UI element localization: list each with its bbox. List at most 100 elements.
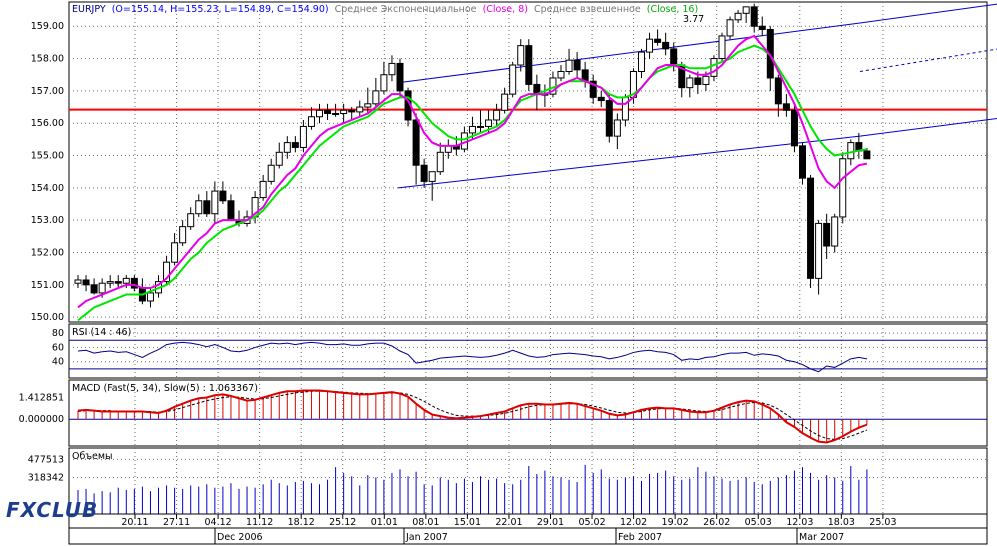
macd-pane bbox=[68, 379, 988, 447]
rsi-tick-label: 80 bbox=[52, 328, 64, 339]
candle-body bbox=[621, 96, 629, 121]
candle-body bbox=[815, 222, 823, 279]
candle-body bbox=[122, 277, 130, 284]
candle-body bbox=[195, 200, 203, 215]
macd-tick-label: 1.412851 bbox=[19, 392, 64, 403]
candle-body bbox=[839, 158, 847, 218]
rsi-grid bbox=[69, 324, 987, 378]
candle-body bbox=[380, 74, 388, 92]
candle-body bbox=[436, 151, 444, 173]
candle-body bbox=[130, 277, 138, 289]
candle-body bbox=[501, 93, 509, 111]
candle-body bbox=[790, 109, 798, 147]
candle-body bbox=[340, 109, 348, 115]
candle-body bbox=[227, 200, 235, 221]
macd-axis: 0.000000 1.412851 bbox=[19, 392, 64, 425]
candle-body bbox=[734, 12, 742, 21]
wma-label: Среднее взвешенное bbox=[534, 4, 641, 15]
candle-body bbox=[823, 222, 831, 247]
time-tick-label: 01.01 bbox=[371, 517, 398, 528]
rsi-pane bbox=[68, 323, 988, 379]
peak-annotation: 3.77 bbox=[683, 14, 704, 25]
candle-body bbox=[171, 242, 179, 263]
svg-text:EURJPY (O=155.14, H=155.23: EURJPY (O=155.14, H=155.23, L=154.89, C=… bbox=[72, 4, 698, 15]
ohlc-label: (O=155.14, H=155.23, L=154.89, C=154.90) bbox=[112, 4, 329, 15]
macd-histogram bbox=[77, 390, 868, 443]
time-tick-label: 12.03 bbox=[786, 517, 813, 528]
candle-body bbox=[597, 96, 605, 102]
candle-body bbox=[219, 190, 227, 202]
candle-body bbox=[412, 119, 420, 166]
candle-body bbox=[831, 216, 839, 247]
candle-body bbox=[211, 190, 219, 215]
candle-body bbox=[187, 213, 195, 228]
candle-body bbox=[509, 64, 517, 95]
month-axis: Dec 2006 Jan 2007 Feb 2007 Mar 2007 bbox=[214, 528, 844, 544]
candle-body bbox=[670, 48, 678, 66]
trend-channel bbox=[397, 3, 997, 189]
time-axis: 20.11 27.11 04.12 11.12 18.12 25.12 01.01 08.01… bbox=[121, 514, 897, 528]
candle-body bbox=[90, 284, 98, 294]
candle-body bbox=[267, 164, 275, 182]
candle-body bbox=[98, 282, 106, 294]
candle-body bbox=[702, 75, 710, 85]
month-label: Feb 2007 bbox=[618, 532, 662, 543]
candle-body bbox=[718, 35, 726, 60]
wma-16-line bbox=[77, 44, 868, 322]
ema-params: (Close, 8) bbox=[483, 4, 528, 15]
candle-body bbox=[203, 200, 211, 215]
candle-body bbox=[742, 6, 750, 14]
time-tick-label: 20.11 bbox=[121, 517, 148, 528]
candle-body bbox=[324, 109, 332, 115]
time-axis-pane bbox=[68, 513, 988, 545]
candle-body bbox=[307, 116, 315, 127]
time-tick-label: 11.12 bbox=[246, 517, 273, 528]
rsi-tick-label: 60 bbox=[52, 342, 64, 353]
price-tick-label: 156.00 bbox=[31, 118, 64, 129]
candle-body bbox=[758, 25, 766, 30]
channel-upper-line bbox=[859, 3, 997, 24]
macd-title: MACD (Fast(5, 34), Slow(5) : 1.063367) bbox=[72, 383, 258, 394]
channel-mid-line bbox=[859, 48, 997, 72]
candle-body bbox=[106, 281, 114, 284]
rsi-axis: 40 60 80 bbox=[52, 328, 64, 368]
macd-histogram-outline bbox=[77, 389, 868, 444]
time-tick-label: 22.01 bbox=[495, 517, 522, 528]
candle-body bbox=[477, 125, 484, 128]
rsi-title: RSI (14 : 46) bbox=[72, 327, 131, 338]
time-tick-label: 25.12 bbox=[329, 517, 356, 528]
time-tick-label: 12.02 bbox=[620, 517, 647, 528]
candle-body bbox=[74, 279, 82, 284]
ema-label: Среднее Экспоненциальное bbox=[335, 4, 477, 15]
candle-body bbox=[525, 45, 533, 85]
fxclub-logo: FXCLUB bbox=[6, 498, 99, 522]
time-tick-label: 19.02 bbox=[662, 517, 689, 528]
candle-body bbox=[332, 113, 340, 116]
price-tick-label: 155.00 bbox=[31, 151, 64, 162]
candle-body bbox=[146, 292, 154, 302]
candle-body bbox=[114, 281, 122, 284]
candle-body bbox=[348, 109, 356, 113]
volume-bars bbox=[77, 464, 868, 514]
candle-body bbox=[662, 41, 670, 50]
candle-body bbox=[388, 62, 396, 76]
volume-axis: 318342 477513 bbox=[28, 454, 64, 483]
candle-body bbox=[605, 100, 613, 137]
candle-body bbox=[428, 171, 436, 182]
candle-body bbox=[396, 62, 404, 92]
time-tick-label: 05.03 bbox=[745, 517, 772, 528]
candle-body bbox=[694, 77, 702, 85]
candle-body bbox=[82, 279, 90, 286]
volume-tick-label: 318342 bbox=[28, 473, 64, 484]
candle-body bbox=[468, 125, 476, 134]
candle-body bbox=[654, 38, 662, 43]
candle-body bbox=[420, 164, 428, 182]
time-tick-label: 29.01 bbox=[537, 517, 564, 528]
candle-body bbox=[750, 6, 758, 27]
candle-body bbox=[726, 19, 734, 37]
candle-body bbox=[364, 103, 372, 108]
candle-body bbox=[179, 226, 187, 244]
channel-lower-line bbox=[397, 135, 861, 189]
candle-body bbox=[372, 90, 380, 105]
